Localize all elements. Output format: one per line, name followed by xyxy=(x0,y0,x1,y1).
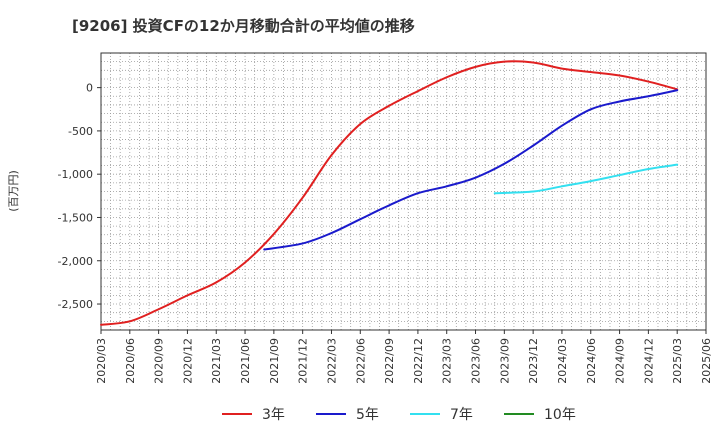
legend-label: 10年 xyxy=(544,407,576,423)
x-tick-label: 2023/06 xyxy=(470,338,483,384)
x-tick-label: 2025/06 xyxy=(700,338,713,384)
x-tick-label: 2022/12 xyxy=(412,338,425,384)
chart-title: [9206] 投資CFの12か月移動合計の平均値の推移 xyxy=(72,17,415,35)
x-tick-label: 2024/06 xyxy=(585,338,598,384)
series-line-5年 xyxy=(263,89,679,251)
x-tick-label: 2021/03 xyxy=(210,338,223,384)
x-tick-label: 2023/12 xyxy=(527,338,540,384)
y-tick-label: -500 xyxy=(68,125,93,138)
plot-area xyxy=(100,52,707,331)
series-line-3年 xyxy=(100,60,679,326)
x-tick-label: 2025/03 xyxy=(671,338,684,384)
x-tick-label: 2020/03 xyxy=(95,338,108,384)
x-tick-label: 2022/06 xyxy=(354,338,367,384)
x-tick-label: 2024/03 xyxy=(556,338,569,384)
series-lines xyxy=(100,60,679,326)
x-tick-label: 2021/06 xyxy=(239,338,252,384)
x-tick-label: 2022/09 xyxy=(383,338,396,384)
x-tick-label: 2022/03 xyxy=(325,338,338,384)
legend: 3年 5年 7年 10年 xyxy=(222,407,576,423)
series-line-7年 xyxy=(493,163,679,195)
y-tick-label: -1,500 xyxy=(58,211,93,224)
x-tick-label: 2024/09 xyxy=(614,338,627,384)
y-tick-label: 0 xyxy=(86,82,93,95)
x-tick-label: 2024/12 xyxy=(642,338,655,384)
x-tick-label: 2023/09 xyxy=(498,338,511,384)
legend-label: 3年 xyxy=(262,407,285,423)
y-tick-label: -1,000 xyxy=(58,168,93,181)
y-axis-label: (百万円) xyxy=(7,170,20,212)
y-tick-label: -2,000 xyxy=(58,255,93,268)
x-tick-label: 2020/06 xyxy=(124,338,137,384)
x-axis-ticks: 2020/03 2020/06 2020/09 2020/12 2021/03 2021/… xyxy=(95,330,713,384)
x-tick-label: 2020/12 xyxy=(181,338,194,384)
x-tick-label: 2021/12 xyxy=(297,338,310,384)
x-tick-label: 2020/09 xyxy=(153,338,166,384)
legend-label: 5年 xyxy=(356,407,379,423)
x-tick-label: 2021/09 xyxy=(268,338,281,384)
x-tick-label: 2023/03 xyxy=(441,338,454,384)
y-tick-label: -2,500 xyxy=(58,298,93,311)
y-axis-ticks: 0 -500 -1,000 -1,500 -2,000 -2,500 xyxy=(58,82,101,311)
grid xyxy=(101,53,706,330)
legend-label: 7年 xyxy=(450,407,473,423)
